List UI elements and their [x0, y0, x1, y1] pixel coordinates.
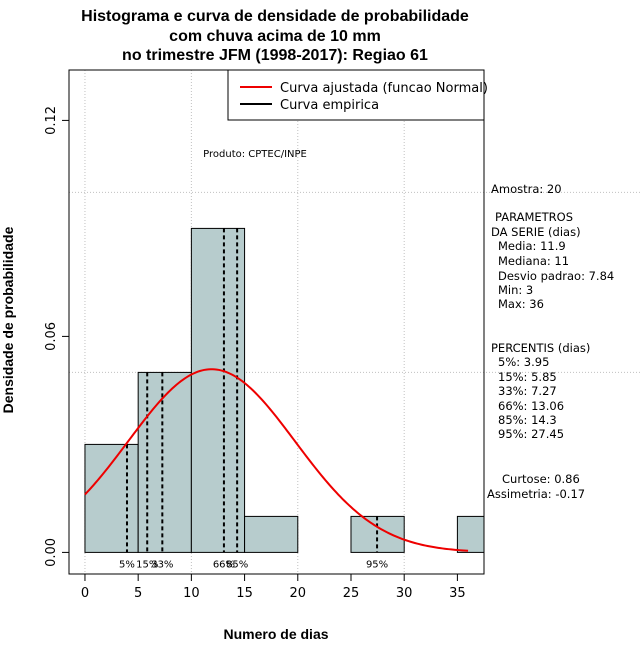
- stat-p66: 66%: 13.06: [498, 399, 564, 413]
- percentiles-header: PERCENTIS (dias): [491, 341, 590, 355]
- stat-median: Mediana: 11: [498, 254, 569, 268]
- stat-p85: 85%: 14.3: [498, 413, 557, 427]
- x-tick-label: 35: [449, 586, 466, 601]
- sample-size: Amostra: 20: [491, 182, 562, 196]
- stat-skewness: Assimetria: -0.17: [487, 487, 585, 501]
- stat-max: Max: 36: [498, 297, 544, 311]
- percentile-label: 66%: [213, 559, 235, 570]
- x-tick-label: 25: [343, 586, 360, 601]
- x-tick-label: 10: [183, 586, 200, 601]
- percentile-label: 85%: [226, 559, 248, 570]
- x-tick-label: 20: [290, 586, 307, 601]
- histogram-bars: [84, 227, 484, 553]
- legend-label-empirical: Curva empirica: [280, 98, 379, 113]
- normal-curve-layer: [84, 368, 469, 552]
- histogram-bar: [244, 515, 299, 553]
- stat-kurtosis: Curtose: 0.86: [502, 472, 580, 486]
- normal-fit-curve: [84, 368, 469, 552]
- histogram-bar: [137, 371, 192, 553]
- stat-sd: Desvio padrao: 7.84: [498, 269, 614, 283]
- histogram-bar: [84, 443, 139, 553]
- params-header-2: DA SERIE (dias): [491, 225, 581, 239]
- stat-mean: Media: 11.9: [498, 239, 566, 253]
- percentile-label: 5%: [119, 559, 135, 570]
- stat-p95: 95%: 27.45: [498, 427, 564, 441]
- legend-label-fit: Curva ajustada (funcao Normal): [280, 81, 488, 96]
- params-header-1: PARAMETROS: [495, 210, 573, 224]
- product-annotation: Produto: CPTEC/INPE: [203, 149, 307, 160]
- legend: Curva ajustada (funcao Normal) Curva emp…: [227, 69, 488, 121]
- x-axis-label: Numero de dias: [223, 626, 328, 642]
- chart-title-line-1: Histograma e curva de densidade de proba…: [81, 8, 469, 25]
- percentile-lines: 5% 15%33% 66%85% 95%: [119, 228, 388, 570]
- chart-title-line-3: no trimestre JFM (1998-2017): Regiao 61: [122, 47, 428, 64]
- x-tick-label: 5: [134, 586, 142, 601]
- histogram-bar: [190, 227, 246, 553]
- stat-p15: 15%: 5.85: [498, 370, 557, 384]
- percentile-label: 15%: [136, 559, 158, 570]
- y-tick-label: 0.06: [44, 322, 59, 351]
- x-tick-label: 15: [236, 586, 253, 601]
- stats-panel: Amostra: 20 PARAMETROS DA SERIE (dias) M…: [487, 182, 614, 501]
- stat-p5: 5%: 3.95: [498, 355, 549, 369]
- chart-title-line-2: com chuva acima de 10 mm: [169, 28, 381, 45]
- stat-p33: 33%: 7.27: [498, 384, 557, 398]
- legend-box: [227, 69, 485, 121]
- stat-min: Min: 3: [498, 283, 533, 297]
- x-tick-label: 0: [81, 586, 89, 601]
- x-tick-label: 30: [396, 586, 413, 601]
- percentile-label: 33%: [151, 559, 173, 570]
- percentile-label: 95%: [366, 559, 388, 570]
- y-axis-label: Densidade de probabilidade: [0, 226, 16, 413]
- y-tick-label: 0.12: [44, 106, 59, 135]
- y-tick-label: 0.00: [44, 538, 59, 567]
